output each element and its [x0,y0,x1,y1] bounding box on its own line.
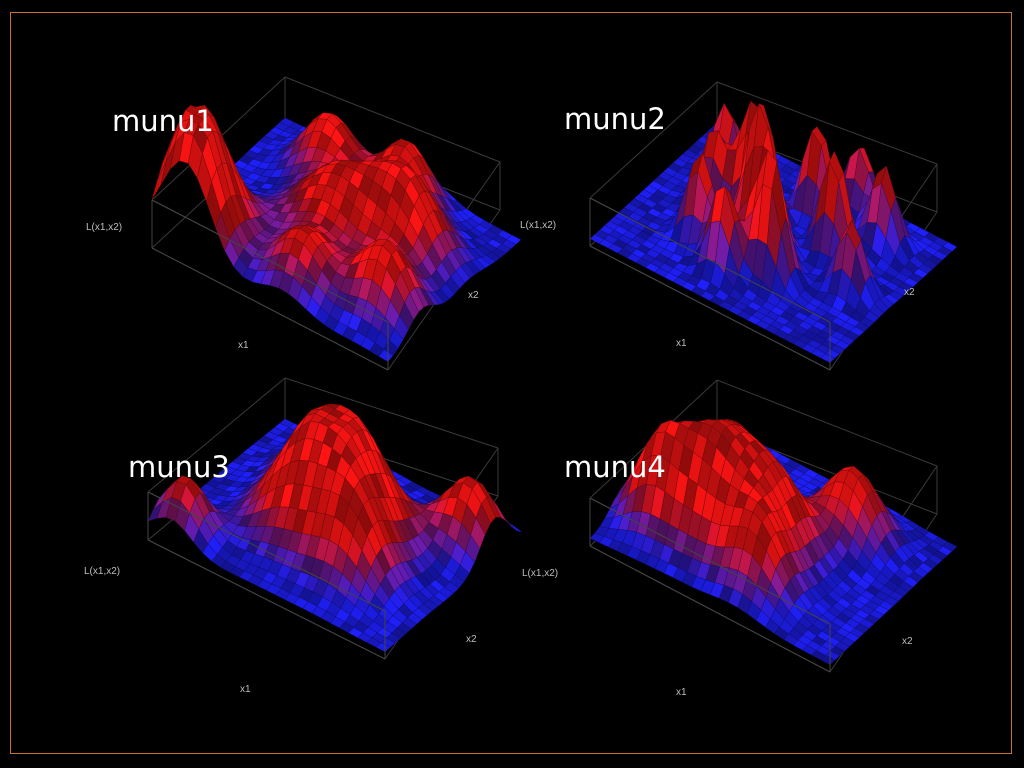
bounding-box-edge [147,377,286,493]
bounding-box-edge [716,379,938,467]
x2-axis-label: x2 [466,634,477,645]
plot-title: munu2 [564,102,666,136]
bounding-box-edge [151,199,389,323]
x1-axis-label: x1 [238,340,249,351]
x1-axis-label: x1 [676,687,687,698]
bounding-box-edge [589,245,831,371]
bounding-box-edge [147,539,386,660]
x1-axis-label: x1 [676,338,687,349]
plot-title: munu1 [112,104,214,138]
surface-plot-munu1 [151,76,522,371]
x2-axis-label: x2 [904,287,915,298]
x2-axis-label: x2 [468,290,479,301]
z-axis-label: L(x1,x2) [86,222,123,233]
surface-mesh [147,403,523,653]
plot-title: munu3 [128,450,230,484]
bounding-box-edge [147,491,386,612]
bounding-box-edge [589,81,718,199]
bounding-box-edge [284,76,501,163]
plot-title: munu4 [564,450,666,484]
surface-facet [375,642,391,653]
surface-plot-munu4 [589,379,958,673]
plot-panel-munu1: munu1 L(x1,x2) x2 x1 [0,0,522,384]
surface-plot-munu2 [589,81,958,371]
bounding-box-edge [589,545,831,673]
surface-facet [378,349,394,363]
x2-axis-label: x2 [902,636,913,647]
x1-axis-label: x1 [240,684,251,695]
bounding-box-edge [589,497,831,625]
surface-mesh [589,418,958,666]
surface-mesh [589,100,958,364]
surface-facet [820,655,836,666]
z-axis-label: L(x1,x2) [522,568,559,579]
surface-mesh [151,104,522,363]
bounding-box-edge [589,197,831,323]
surface-plot-munu3 [147,377,523,660]
slide-frame [10,12,1012,754]
surface-facet [820,353,836,364]
bounding-box-edge [716,81,938,165]
bounding-box-edge [284,377,499,449]
z-axis-label: L(x1,x2) [84,566,121,577]
plot-panel-munu3: munu3 L(x1,x2) x2 x1 [0,377,523,768]
bounding-box-edge [151,247,389,371]
plot-panel-munu2: munu2 L(x1,x2) x2 x1 [512,0,1024,384]
z-axis-label: L(x1,x2) [520,220,557,231]
plot-panel-munu4: munu4 L(x1,x2) x2 x1 [512,379,1024,768]
